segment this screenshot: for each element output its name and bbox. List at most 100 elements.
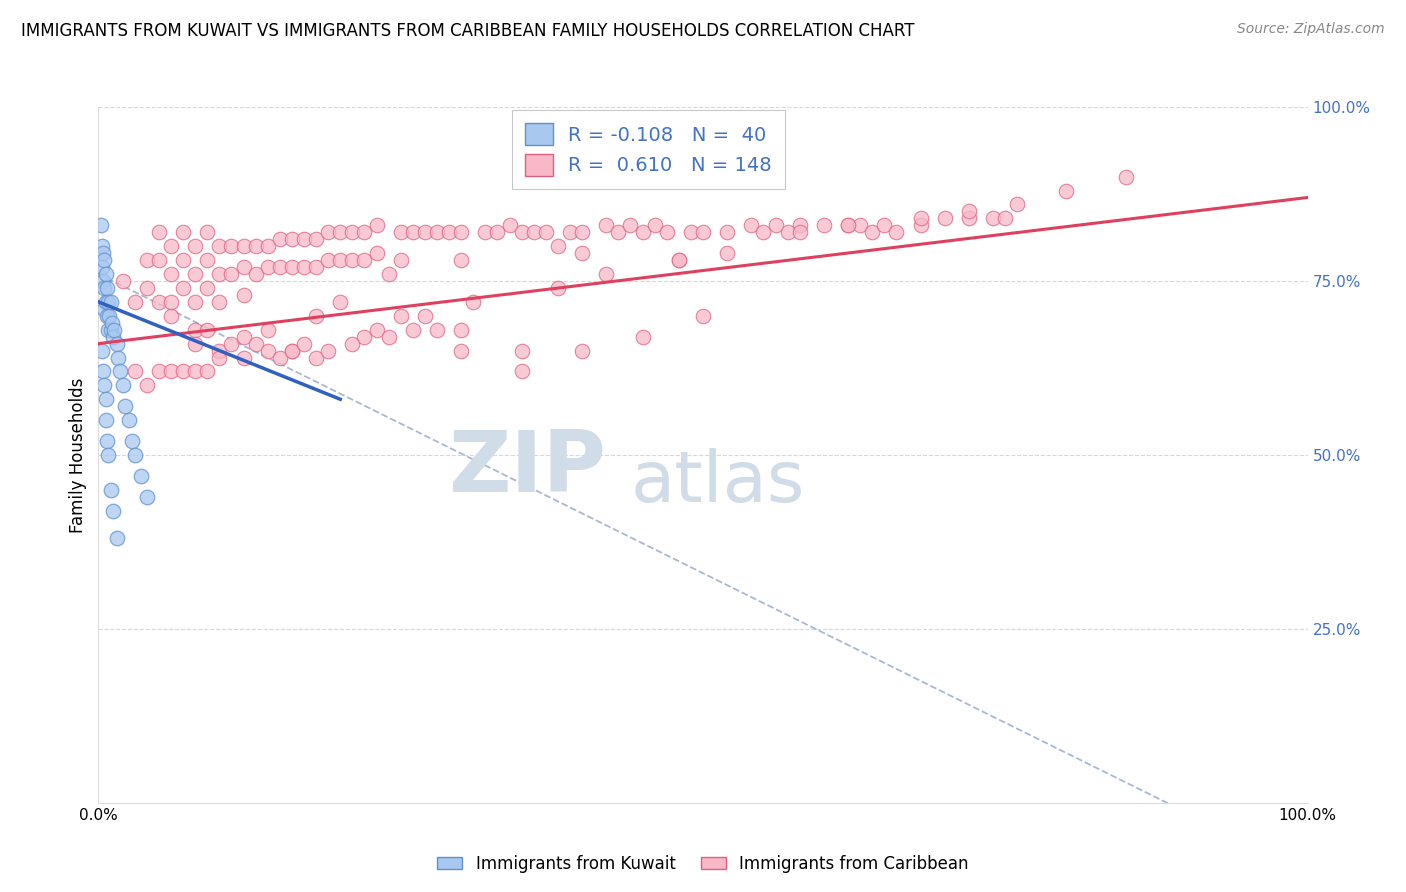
Point — [124, 448, 146, 462]
Point — [619, 219, 641, 233]
Point — [450, 343, 472, 358]
Point — [93, 301, 115, 316]
Point — [269, 351, 291, 365]
Point — [195, 364, 218, 378]
Point — [316, 225, 339, 239]
Point — [269, 232, 291, 246]
Point — [91, 274, 114, 288]
Point — [160, 309, 183, 323]
Point — [353, 329, 375, 343]
Point — [450, 323, 472, 337]
Point — [413, 225, 436, 239]
Point — [789, 225, 811, 239]
Point — [366, 246, 388, 260]
Point — [232, 329, 254, 343]
Point — [644, 219, 666, 233]
Point — [740, 219, 762, 233]
Point — [607, 225, 630, 239]
Point — [100, 294, 122, 309]
Point — [101, 503, 124, 517]
Point — [716, 246, 738, 260]
Point — [97, 448, 120, 462]
Point — [195, 253, 218, 268]
Point — [232, 239, 254, 253]
Point — [934, 211, 956, 226]
Point — [329, 253, 352, 268]
Point — [437, 225, 460, 239]
Point — [208, 294, 231, 309]
Point — [776, 225, 799, 239]
Point — [1115, 169, 1137, 184]
Point — [281, 260, 304, 274]
Point — [184, 239, 207, 253]
Point — [837, 219, 859, 233]
Point — [148, 225, 170, 239]
Point — [96, 281, 118, 295]
Y-axis label: Family Households: Family Households — [69, 377, 87, 533]
Point — [498, 219, 520, 233]
Point — [160, 294, 183, 309]
Point — [105, 336, 128, 351]
Point — [342, 336, 364, 351]
Point — [94, 413, 117, 427]
Point — [486, 225, 509, 239]
Point — [172, 225, 194, 239]
Point — [208, 351, 231, 365]
Point — [366, 323, 388, 337]
Point — [91, 343, 114, 358]
Point — [316, 343, 339, 358]
Point — [232, 288, 254, 302]
Point — [389, 225, 412, 239]
Point — [184, 294, 207, 309]
Point — [184, 323, 207, 337]
Point — [305, 309, 328, 323]
Point — [377, 329, 399, 343]
Point — [510, 364, 533, 378]
Point — [93, 281, 115, 295]
Point — [245, 336, 267, 351]
Point — [377, 267, 399, 281]
Point — [195, 281, 218, 295]
Point — [256, 239, 278, 253]
Point — [100, 323, 122, 337]
Point — [90, 219, 112, 233]
Point — [208, 343, 231, 358]
Point — [655, 225, 678, 239]
Point — [135, 253, 157, 268]
Point — [135, 378, 157, 392]
Point — [245, 239, 267, 253]
Point — [100, 483, 122, 497]
Point — [100, 316, 122, 330]
Point — [595, 267, 617, 281]
Text: IMMIGRANTS FROM KUWAIT VS IMMIGRANTS FROM CARIBBEAN FAMILY HOUSEHOLDS CORRELATIO: IMMIGRANTS FROM KUWAIT VS IMMIGRANTS FRO… — [21, 22, 914, 40]
Point — [208, 239, 231, 253]
Point — [910, 211, 932, 226]
Point — [103, 323, 125, 337]
Point — [148, 364, 170, 378]
Point — [305, 232, 328, 246]
Point — [184, 364, 207, 378]
Point — [292, 232, 315, 246]
Point — [124, 364, 146, 378]
Point — [111, 378, 134, 392]
Point — [329, 294, 352, 309]
Point — [510, 225, 533, 239]
Point — [101, 329, 124, 343]
Point — [292, 336, 315, 351]
Point — [305, 351, 328, 365]
Point — [94, 294, 117, 309]
Point — [342, 225, 364, 239]
Point — [129, 468, 152, 483]
Point — [184, 336, 207, 351]
Point — [172, 281, 194, 295]
Point — [716, 225, 738, 239]
Point — [668, 253, 690, 268]
Point — [107, 351, 129, 365]
Point — [91, 364, 114, 378]
Text: ZIP: ZIP — [449, 427, 606, 510]
Point — [789, 219, 811, 233]
Point — [860, 225, 883, 239]
Point — [402, 225, 425, 239]
Point — [221, 267, 243, 281]
Point — [91, 246, 114, 260]
